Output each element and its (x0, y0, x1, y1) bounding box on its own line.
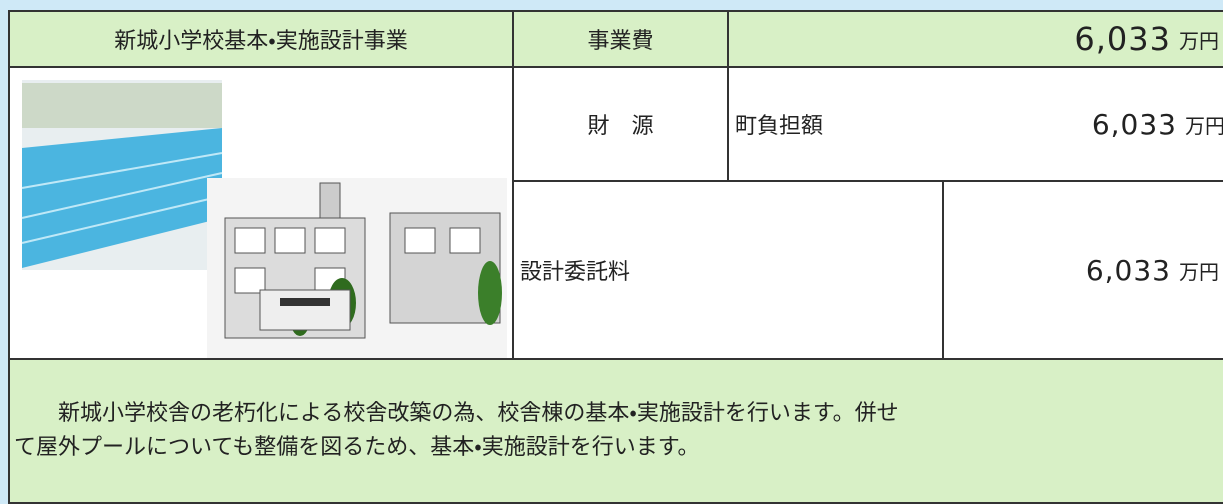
funding-label: 財 源 (587, 114, 654, 139)
item-value: 6,033 (1085, 253, 1171, 287)
project-title: 新城小学校基本・実施設計事業 (8, 10, 514, 68)
cost-label-cell: 事業費 (512, 10, 729, 68)
cost-value-cell: 6,033 万円 (727, 10, 1223, 68)
description-line: 新城小学校舎の老朽化による校舎改築の為、校舎棟の基本・実施設計を行います。併せ (58, 401, 899, 426)
funding-value: 6,033 (1091, 107, 1177, 141)
funding-cell: 町負担額 6,033 万円 (727, 66, 1223, 182)
item-label-cell: 設計委託料 (512, 180, 944, 360)
item-label: 設計委託料 (520, 260, 631, 285)
funding-unit: 万円 (1185, 113, 1223, 138)
school-illustration (21, 80, 507, 358)
funding-label-cell: 財 源 (512, 66, 729, 182)
item-unit: 万円 (1179, 259, 1219, 284)
title-text: 新城小学校基本・実施設計事業 (114, 29, 408, 54)
description-line: て屋外プールについても整備を図るため、基本・実施設計を行います。 (14, 435, 700, 460)
image-cell (8, 66, 514, 360)
funding-source: 町負担額 (735, 114, 824, 139)
cost-unit: 万円 (1179, 28, 1219, 53)
item-value-cell: 6,033 万円 (942, 180, 1223, 360)
description-cell: 新城小学校舎の老朽化による校舎改築の為、校舎棟の基本・実施設計を行います。併せ … (8, 358, 1223, 504)
cost-label: 事業費 (587, 29, 654, 54)
cost-value: 6,033 (1074, 20, 1171, 58)
